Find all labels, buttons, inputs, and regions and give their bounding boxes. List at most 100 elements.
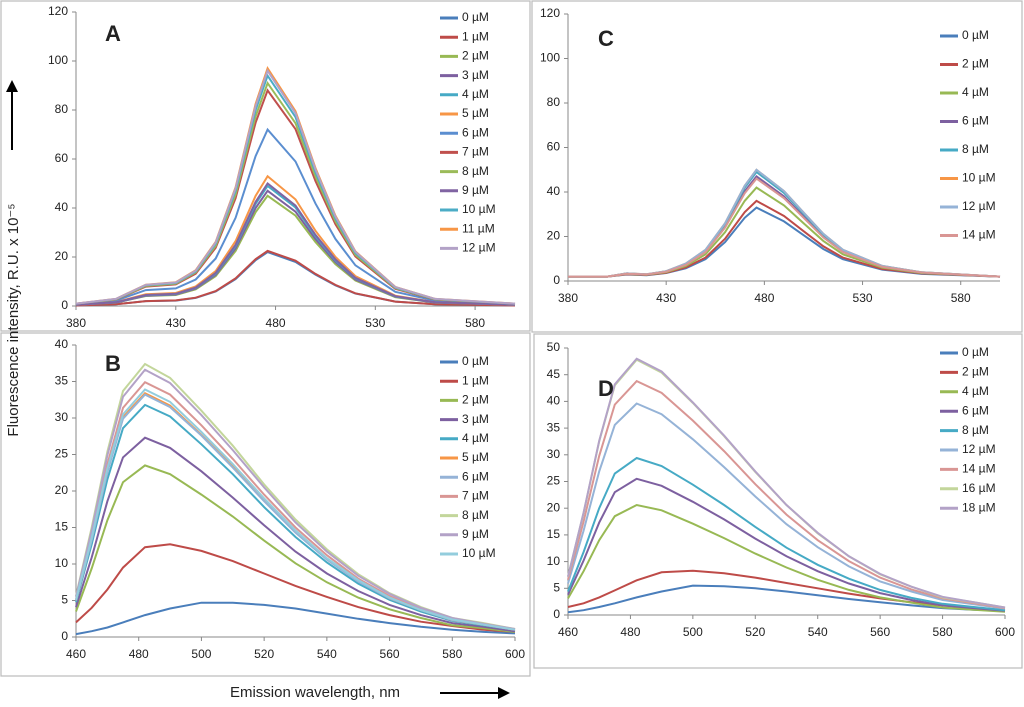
y-tick-label: 35 — [547, 420, 561, 434]
series-line — [75, 403, 516, 631]
x-axis-title: Emission wavelength, nm — [230, 684, 400, 701]
x-tick-label: 600 — [995, 625, 1015, 639]
x-tick-label: 460 — [66, 647, 86, 661]
y-tick-label: 40 — [547, 184, 561, 198]
series-line — [568, 186, 1001, 278]
y-tick-label: 25 — [55, 447, 69, 461]
legend-label: 2 µM — [962, 57, 989, 71]
x-tick-label: 380 — [558, 291, 578, 305]
y-tick-label: 5 — [61, 593, 68, 607]
x-tick-label: 480 — [266, 316, 286, 330]
y-axis-title: Fluorescence intensity, R.U. x 10⁻⁵ — [5, 203, 22, 436]
legend-label: 2 µM — [462, 393, 489, 407]
series-line — [75, 388, 516, 631]
legend-label: 9 µM — [462, 183, 489, 197]
x-tick-label: 480 — [754, 291, 774, 305]
x-tick-label: 380 — [66, 316, 86, 330]
y-tick-label: 0 — [61, 629, 68, 643]
series-line — [75, 464, 516, 633]
series-line — [75, 436, 516, 633]
legend-label: 6 µM — [462, 125, 489, 139]
series-line — [568, 177, 1001, 278]
legend-label: 16 µM — [962, 481, 996, 495]
series-line — [567, 379, 1006, 610]
legend-label: 10 µM — [462, 546, 496, 560]
y-tick-label: 0 — [553, 273, 560, 287]
legend-label: 14 µM — [962, 228, 996, 242]
legend-label: 7 µM — [462, 489, 489, 503]
panel-label: B — [105, 351, 121, 376]
y-tick-label: 40 — [55, 200, 69, 214]
legend-label: 4 µM — [962, 85, 989, 99]
legend-label: 12 µM — [962, 442, 996, 456]
y-tick-label: 10 — [547, 554, 561, 568]
series-line — [567, 569, 1006, 611]
legend-label: 6 µM — [462, 469, 489, 483]
legend-label: 8 µM — [962, 142, 989, 156]
legend-label: 4 µM — [462, 87, 489, 101]
series-line — [568, 199, 1001, 278]
y-tick-label: 100 — [540, 51, 560, 65]
series-line — [567, 357, 1006, 609]
series-line — [75, 68, 516, 305]
legend-label: 18 µM — [962, 500, 996, 514]
series-line — [75, 249, 516, 307]
y-tick-label: 20 — [55, 249, 69, 263]
y-tick-label: 40 — [547, 394, 561, 408]
panel-frame — [0, 0, 531, 332]
series-line — [568, 168, 1001, 278]
legend-label: 1 µM — [462, 373, 489, 387]
legend-label: 4 µM — [962, 384, 989, 398]
series-line — [567, 456, 1006, 612]
y-tick-label: 120 — [48, 4, 68, 18]
legend-label: 5 µM — [462, 450, 489, 464]
y-tick-label: 20 — [547, 500, 561, 514]
legend-label: 6 µM — [962, 114, 989, 128]
x-tick-label: 560 — [870, 625, 890, 639]
y-tick-label: 15 — [547, 527, 561, 541]
series-line — [568, 206, 1001, 278]
panel-label: C — [598, 26, 614, 51]
legend-label: 2 µM — [962, 365, 989, 379]
legend-label: 11 µM — [462, 221, 495, 235]
x-tick-label: 580 — [465, 316, 485, 330]
legend-label: 2 µM — [462, 49, 489, 63]
x-tick-label: 580 — [933, 625, 953, 639]
x-tick-label: 530 — [365, 316, 385, 330]
series-line — [75, 601, 516, 636]
legend-label: 6 µM — [962, 403, 989, 417]
series-line — [568, 168, 1001, 278]
x-tick-label: 460 — [558, 625, 578, 639]
x-tick-label: 480 — [620, 625, 640, 639]
legend-label: 10 µM — [462, 202, 496, 216]
legend-label: 1 µM — [462, 29, 489, 43]
series-line — [75, 127, 516, 306]
y-tick-label: 35 — [55, 374, 69, 388]
legend-label: 8 µM — [962, 423, 989, 437]
legend-label: 3 µM — [462, 412, 489, 426]
y-tick-label: 15 — [55, 520, 69, 534]
panel-frame — [0, 332, 531, 677]
x-tick-label: 430 — [656, 291, 676, 305]
legend-label: 12 µM — [962, 199, 996, 213]
x-tick-label: 500 — [191, 647, 211, 661]
series-line — [75, 66, 516, 305]
x-tick-label: 520 — [254, 647, 274, 661]
legend-label: 0 µM — [462, 10, 489, 24]
x-tick-label: 430 — [166, 316, 186, 330]
legend-label: 8 µM — [462, 164, 489, 178]
y-tick-label: 30 — [55, 410, 69, 424]
y-tick-label: 40 — [55, 337, 69, 351]
legend-label: 8 µM — [462, 508, 489, 522]
arrow-head — [6, 80, 18, 92]
y-tick-label: 50 — [547, 340, 561, 354]
legend-label: 12 µM — [462, 241, 496, 255]
x-tick-label: 530 — [853, 291, 873, 305]
y-tick-label: 60 — [55, 151, 69, 165]
panel-frame — [533, 333, 1023, 669]
legend-label: 0 µM — [962, 28, 989, 42]
legend-label: 0 µM — [462, 354, 489, 368]
y-tick-label: 80 — [547, 95, 561, 109]
y-tick-label: 100 — [48, 53, 68, 67]
